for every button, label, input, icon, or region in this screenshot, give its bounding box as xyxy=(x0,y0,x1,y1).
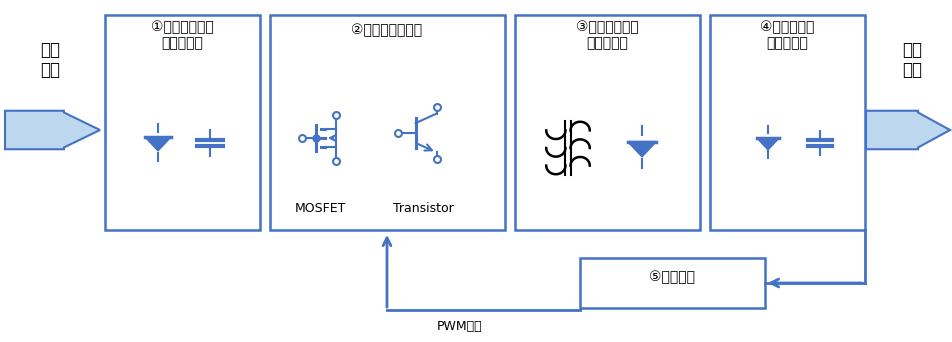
Text: 入力: 入力 xyxy=(40,61,60,79)
Text: フィルター: フィルター xyxy=(766,36,808,50)
Bar xyxy=(515,15,700,230)
Text: ③電源トランス: ③電源トランス xyxy=(576,20,639,34)
Text: 交流: 交流 xyxy=(40,41,60,59)
Text: ②高周波スイッチ: ②高周波スイッチ xyxy=(351,23,423,37)
Polygon shape xyxy=(757,138,779,150)
Text: フィルター: フィルター xyxy=(161,36,203,50)
Text: 出力: 出力 xyxy=(902,61,922,79)
Bar xyxy=(270,15,505,230)
Text: 出力整流器: 出力整流器 xyxy=(586,36,628,50)
Bar xyxy=(105,15,260,230)
Polygon shape xyxy=(866,111,950,149)
Text: Transistor: Transistor xyxy=(392,202,453,215)
Polygon shape xyxy=(627,142,656,157)
Polygon shape xyxy=(146,137,170,151)
Bar xyxy=(580,258,765,308)
Text: ⑤制御回路: ⑤制御回路 xyxy=(649,270,695,284)
Text: ④出力整流、: ④出力整流、 xyxy=(760,20,814,34)
Text: ①入力整流器、: ①入力整流器、 xyxy=(150,20,213,34)
Text: 直流: 直流 xyxy=(902,41,922,59)
Polygon shape xyxy=(5,111,100,149)
Text: MOSFET: MOSFET xyxy=(294,202,346,215)
Text: PWM信号: PWM信号 xyxy=(437,319,483,332)
Bar xyxy=(710,15,865,230)
